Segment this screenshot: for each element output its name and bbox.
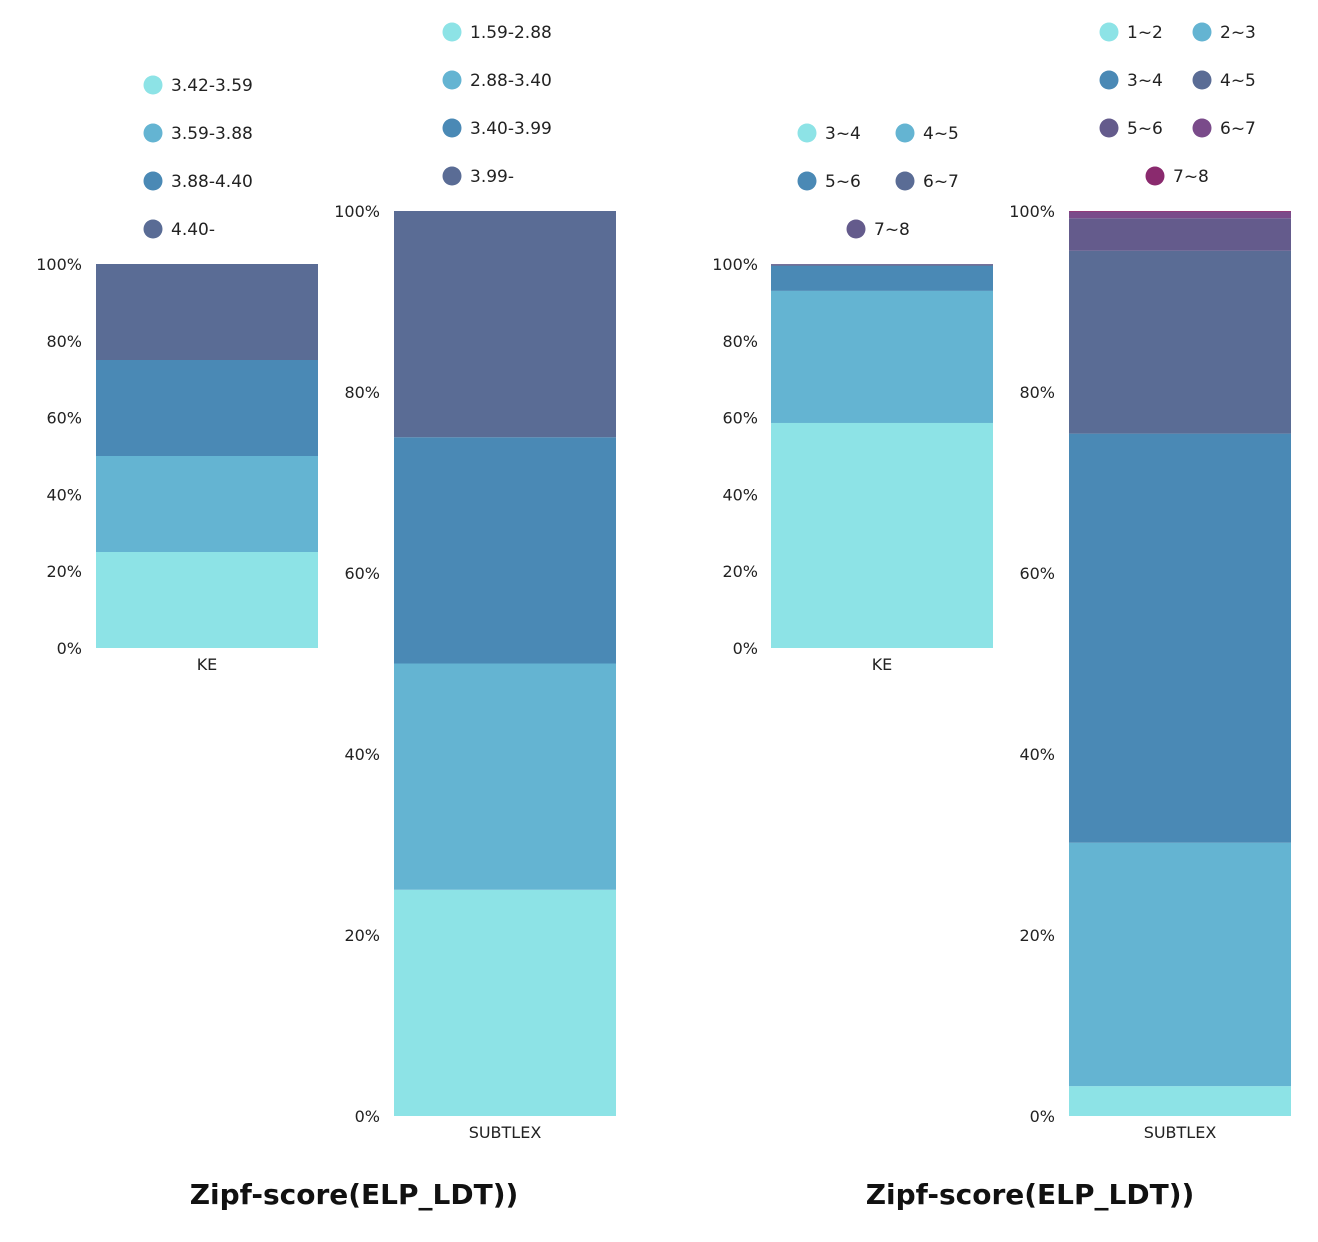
legend-label-1-ke-3: 6~7 <box>923 172 959 192</box>
legend-marker-icon-1-ke-0 <box>797 123 817 143</box>
legend-marker-icon-1-subtlex-6 <box>1145 166 1165 186</box>
category-label-0-subtlex: SUBTLEX <box>469 1123 542 1142</box>
bar-segment-0-subtlex-0 <box>394 889 616 1116</box>
ytick-label-1-ke-0: 0% <box>733 639 758 658</box>
ytick-label-0-subtlex-5: 100% <box>334 202 380 221</box>
legend-label-0-subtlex-3: 3.99- <box>470 167 514 187</box>
legend-marker-icon-1-subtlex-0 <box>1099 22 1119 42</box>
legend-marker-icon-1-subtlex-3 <box>1192 70 1212 90</box>
legend-label-1-subtlex-2: 3~4 <box>1127 71 1163 91</box>
bar-segment-0-subtlex-2 <box>394 437 616 664</box>
legend-label-1-ke-2: 5~6 <box>825 172 861 192</box>
ytick-label-0-subtlex-1: 20% <box>344 926 380 945</box>
bar-segment-1-subtlex-0 <box>1069 1086 1291 1116</box>
ytick-label-0-ke-0: 0% <box>57 639 82 658</box>
ytick-label-1-subtlex-5: 100% <box>1009 202 1055 221</box>
bar-segment-0-ke-3 <box>96 264 318 360</box>
ytick-label-0-subtlex-0: 0% <box>355 1107 380 1126</box>
legend-marker-icon-1-ke-4 <box>846 219 866 239</box>
legend-label-1-subtlex-4: 5~6 <box>1127 119 1163 139</box>
legend-marker-icon-1-subtlex-4 <box>1099 118 1119 138</box>
legend-label-0-subtlex-1: 2.88-3.40 <box>470 71 552 91</box>
legend-marker-icon-0-ke-2 <box>143 171 163 191</box>
ytick-label-1-ke-3: 60% <box>722 409 758 428</box>
bar-segment-0-ke-0 <box>96 552 318 648</box>
legend-marker-icon-1-ke-3 <box>895 171 915 191</box>
category-label-1-ke: KE <box>872 655 893 674</box>
ytick-label-0-subtlex-2: 40% <box>344 745 380 764</box>
ytick-label-1-subtlex-2: 40% <box>1019 745 1055 764</box>
ytick-label-0-ke-5: 100% <box>36 255 82 274</box>
ytick-label-0-ke-2: 40% <box>46 485 82 504</box>
ytick-label-1-ke-4: 80% <box>722 332 758 351</box>
legend-label-1-subtlex-0: 1~2 <box>1127 23 1163 43</box>
bar-segment-1-ke-1 <box>771 290 993 423</box>
ytick-label-1-ke-2: 40% <box>722 485 758 504</box>
legend-marker-icon-0-subtlex-0 <box>442 22 462 42</box>
bar-segment-1-subtlex-1 <box>1069 842 1291 1087</box>
legend-label-1-ke-4: 7~8 <box>874 220 910 240</box>
bar-segment-1-subtlex-2 <box>1069 433 1291 843</box>
legend-marker-icon-1-ke-2 <box>797 171 817 191</box>
legend-label-0-ke-1: 3.59-3.88 <box>171 124 253 144</box>
legend-marker-icon-0-ke-3 <box>143 219 163 239</box>
legend-marker-icon-0-ke-1 <box>143 123 163 143</box>
bar-segment-1-ke-4 <box>771 264 993 265</box>
bar-segment-1-ke-3 <box>771 264 993 266</box>
legend-label-1-subtlex-3: 4~5 <box>1220 71 1256 91</box>
chart-title-1: Zipf-score(ELP_LDT)) <box>866 1178 1195 1211</box>
bar-segment-1-subtlex-4 <box>1069 218 1291 251</box>
legend-marker-icon-1-subtlex-2 <box>1099 70 1119 90</box>
ytick-label-0-ke-3: 60% <box>46 409 82 428</box>
legend-label-1-subtlex-1: 2~3 <box>1220 23 1256 43</box>
legend-marker-icon-0-ke-0 <box>143 75 163 95</box>
ytick-label-0-ke-1: 20% <box>46 562 82 581</box>
legend-marker-icon-0-subtlex-2 <box>442 118 462 138</box>
bar-segment-1-subtlex-5 <box>1069 211 1291 219</box>
bar-segment-1-ke-0 <box>771 422 993 648</box>
legend-marker-icon-1-subtlex-5 <box>1192 118 1212 138</box>
legend-label-1-ke-1: 4~5 <box>923 124 959 144</box>
ytick-label-0-ke-4: 80% <box>46 332 82 351</box>
bar-segment-0-subtlex-1 <box>394 663 616 890</box>
ytick-label-1-subtlex-3: 60% <box>1019 564 1055 583</box>
bar-segment-0-ke-2 <box>96 360 318 456</box>
legend-label-0-ke-2: 3.88-4.40 <box>171 172 253 192</box>
category-label-0-ke: KE <box>197 655 218 674</box>
ytick-label-1-ke-1: 20% <box>722 562 758 581</box>
legend-label-0-ke-3: 4.40- <box>171 220 215 240</box>
legend-label-1-ke-0: 3~4 <box>825 124 861 144</box>
bar-segment-1-subtlex-6 <box>1069 211 1291 212</box>
legend-marker-icon-0-subtlex-1 <box>442 70 462 90</box>
chart-title-0: Zipf-score(ELP_LDT)) <box>190 1178 519 1211</box>
legend-marker-icon-1-subtlex-1 <box>1192 22 1212 42</box>
bar-segment-0-subtlex-3 <box>394 211 616 438</box>
ytick-label-1-subtlex-1: 20% <box>1019 926 1055 945</box>
ytick-label-1-subtlex-4: 80% <box>1019 383 1055 402</box>
legend-label-1-subtlex-6: 7~8 <box>1173 167 1209 187</box>
legend-marker-icon-1-ke-1 <box>895 123 915 143</box>
legend-label-0-subtlex-0: 1.59-2.88 <box>470 23 552 43</box>
bar-segment-1-subtlex-3 <box>1069 250 1291 434</box>
bar-segment-0-ke-1 <box>96 456 318 552</box>
ytick-label-0-subtlex-4: 80% <box>344 383 380 402</box>
bar-segment-1-ke-2 <box>771 265 993 291</box>
ytick-label-0-subtlex-3: 60% <box>344 564 380 583</box>
legend-label-0-ke-0: 3.42-3.59 <box>171 76 253 96</box>
ytick-label-1-subtlex-0: 0% <box>1030 1107 1055 1126</box>
legend-label-1-subtlex-5: 6~7 <box>1220 119 1256 139</box>
legend-label-0-subtlex-2: 3.40-3.99 <box>470 119 552 139</box>
legend-marker-icon-0-subtlex-3 <box>442 166 462 186</box>
category-label-1-subtlex: SUBTLEX <box>1144 1123 1217 1142</box>
ytick-label-1-ke-5: 100% <box>712 255 758 274</box>
